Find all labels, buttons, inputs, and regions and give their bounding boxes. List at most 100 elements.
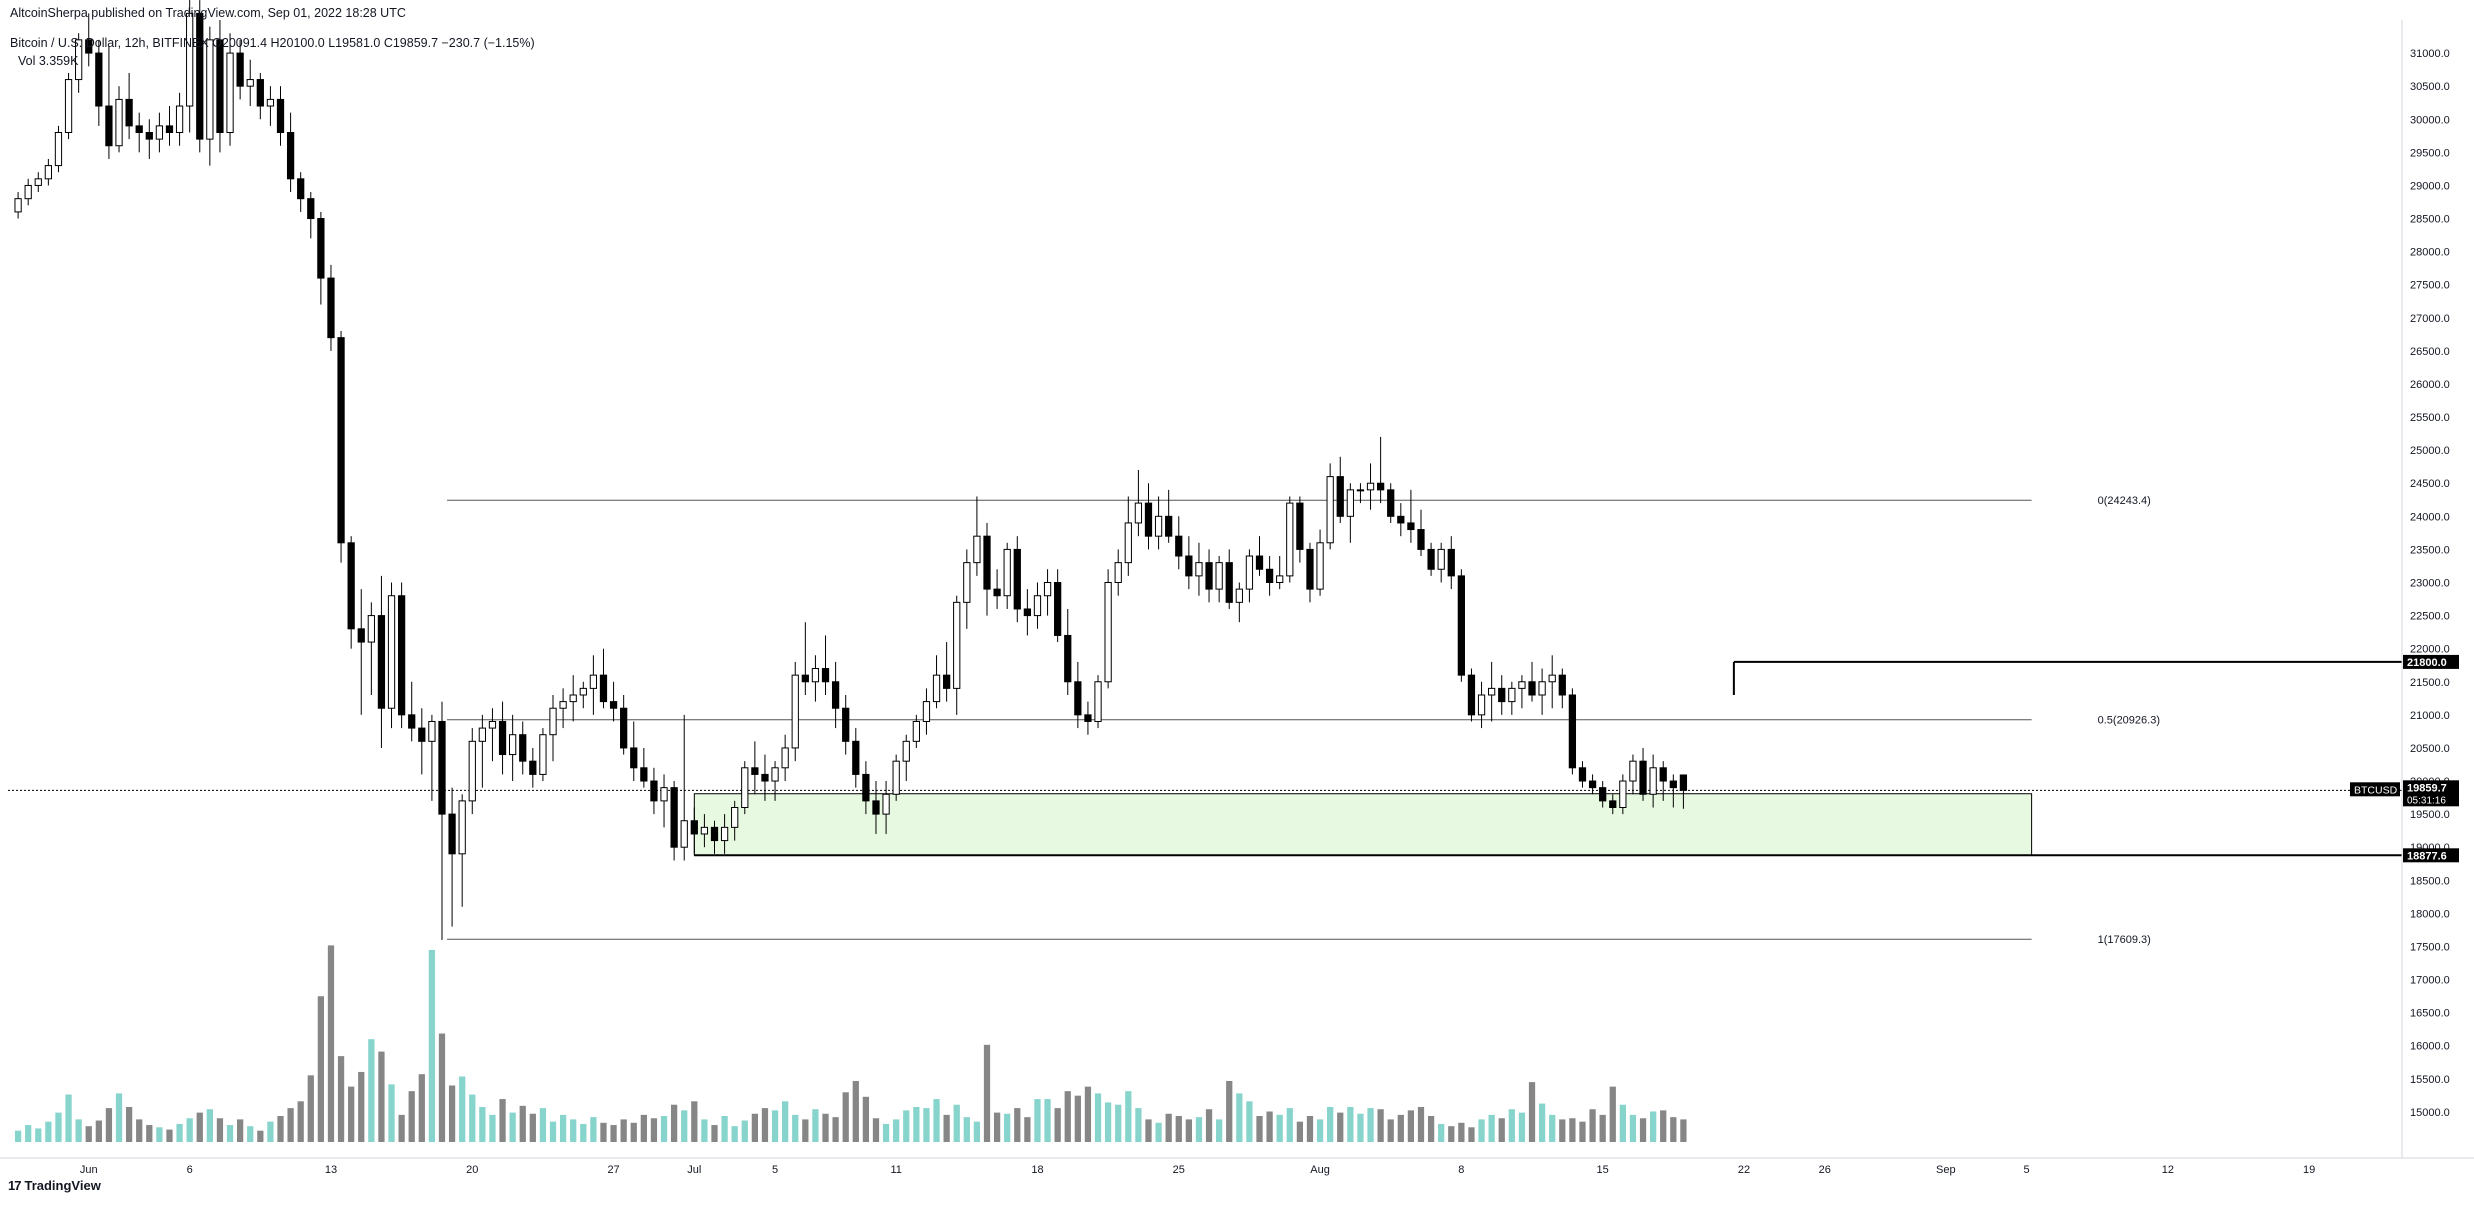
candle-body (700, 826, 709, 835)
candle-body (1498, 687, 1506, 703)
volume-bar (570, 1119, 577, 1142)
candle-body (710, 826, 719, 842)
volume-bar (1448, 1126, 1455, 1142)
candle-body (953, 601, 961, 689)
volume-bar (943, 1114, 950, 1142)
candle-body (1397, 515, 1405, 524)
candle-body (125, 98, 133, 127)
candle-body (609, 701, 618, 709)
volume-bar (1185, 1119, 1192, 1142)
volume-bar (1276, 1114, 1283, 1142)
volume-bar (903, 1110, 910, 1142)
candle-body (256, 79, 264, 107)
candle-body (1023, 608, 1032, 617)
volume-bar (610, 1125, 617, 1142)
volume-bar (1438, 1123, 1445, 1142)
volume-bar (529, 1113, 536, 1142)
volume-bar (519, 1105, 526, 1142)
volume-bar (1427, 1116, 1435, 1142)
candle-body (347, 542, 355, 630)
candle-body (297, 178, 305, 200)
volume-bar (741, 1120, 748, 1142)
volume-bar (1175, 1116, 1182, 1142)
y-tick-label: 27500.0 (2410, 280, 2450, 292)
candle-body (1346, 489, 1354, 517)
volume-bar (1296, 1121, 1304, 1142)
volume-bar (1337, 1112, 1344, 1142)
volume-bar (327, 945, 335, 1142)
y-tick-label: 15000.0 (2410, 1107, 2450, 1119)
candle-body (226, 52, 234, 133)
volume-bar (993, 1112, 1001, 1142)
volume-bar (549, 1121, 557, 1142)
candle-body (902, 740, 910, 762)
candle-body (973, 535, 981, 564)
candle-body (1144, 502, 1153, 537)
candle-body (14, 198, 22, 213)
candle-body (1255, 555, 1264, 570)
candle-body (741, 767, 749, 809)
candle-body (1175, 535, 1183, 557)
volume-bar (247, 1126, 254, 1142)
volume-bar (1518, 1112, 1526, 1142)
candle-body (438, 720, 446, 815)
volume-bar (862, 1096, 870, 1142)
volume-bar (1327, 1106, 1334, 1142)
volume-bar (125, 1106, 133, 1142)
volume-bar (832, 1117, 839, 1142)
price-tag-21800-bg (2403, 654, 2459, 669)
volume-bar (156, 1127, 163, 1142)
candle-body (1629, 760, 1637, 782)
volume-bar (600, 1122, 607, 1142)
candle-body (1568, 694, 1577, 769)
y-tick-label: 28500.0 (2410, 214, 2450, 226)
volume-bar (1004, 1113, 1011, 1142)
x-tick-label: 12 (2162, 1164, 2174, 1176)
volume-bar (267, 1121, 274, 1142)
volume-bar (1387, 1119, 1394, 1142)
volume-bar (1407, 1110, 1415, 1142)
publisher-line: AltcoinSherpa published on TradingView.c… (10, 6, 406, 20)
y-tick-label: 26500.0 (2410, 346, 2450, 358)
candle-body (418, 727, 426, 742)
tradingview-logo[interactable]: 17 TradingView (8, 1178, 101, 1193)
candle-body (1679, 774, 1688, 791)
volume-bar (1650, 1111, 1657, 1142)
candle-body (307, 198, 315, 220)
volume-bar (1579, 1121, 1586, 1142)
candle-body (670, 787, 678, 848)
y-tick-label: 23500.0 (2410, 544, 2450, 556)
volume-bar (95, 1120, 102, 1142)
candle-body (1033, 595, 1042, 617)
candle-body (1599, 787, 1607, 802)
volume-bar (459, 1076, 466, 1142)
candle-body (327, 277, 335, 339)
candle-body (751, 767, 759, 775)
candle-body (1477, 694, 1486, 716)
candle-body (1265, 568, 1274, 584)
y-tick-label: 24500.0 (2410, 478, 2450, 490)
volume-bar (25, 1125, 32, 1142)
candle-body (186, 12, 194, 107)
volume-bar (1266, 1111, 1273, 1142)
volume-bar (1538, 1103, 1546, 1142)
y-tick-label: 25000.0 (2410, 445, 2450, 457)
volume-bar (1165, 1113, 1172, 1142)
volume-bar (559, 1114, 567, 1142)
candle-body (1043, 582, 1052, 597)
candle-body (1165, 515, 1173, 537)
volume-bar (509, 1112, 516, 1142)
candle-body (1518, 681, 1526, 689)
candle-body (408, 714, 416, 729)
volume-bar (206, 1109, 213, 1142)
candle-body (1336, 476, 1344, 517)
volume-bar (1236, 1093, 1243, 1142)
candle-body (630, 747, 638, 769)
candle-body (963, 562, 971, 603)
candle-body (1276, 575, 1284, 583)
volume-bar (297, 1101, 304, 1142)
candle-body (922, 701, 931, 722)
candle-body (680, 820, 688, 848)
candle-body (821, 668, 830, 683)
